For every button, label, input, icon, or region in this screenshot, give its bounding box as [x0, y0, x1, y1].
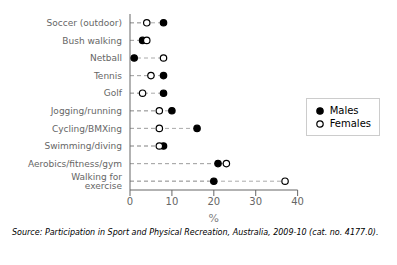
html-text:Source: Participation in Sport: Source: Participation in Sport and Physi…	[12, 228, 379, 237]
html-text:Males: Males	[329, 105, 359, 116]
svg-text:Swimming/diving: Swimming/diving	[44, 141, 122, 151]
svg-text:Netball: Netball	[90, 53, 122, 63]
svg-text:Soccer (outdoor): Soccer (outdoor)	[47, 18, 122, 28]
svg-text:20: 20	[207, 196, 220, 207]
svg-text:Aerobics/fitness/gym: Aerobics/fitness/gym	[28, 159, 122, 169]
svg-text:Cycling/BMXing: Cycling/BMXing	[52, 124, 122, 134]
svg-text:10: 10	[166, 196, 179, 207]
svg-text:40: 40	[291, 196, 304, 207]
svg-text:Walking forexercise: Walking forexercise	[71, 172, 122, 191]
svg-text:Tennis: Tennis	[93, 71, 122, 81]
svg-text:Jogging/running: Jogging/running	[50, 106, 122, 116]
html-text:Females: Females	[329, 118, 371, 129]
svg-text:%: %	[209, 212, 219, 225]
svg-text:Golf: Golf	[104, 88, 123, 98]
svg-text:0: 0	[127, 196, 133, 207]
svg-text:30: 30	[249, 196, 262, 207]
svg-text:Bush walking: Bush walking	[62, 36, 122, 46]
